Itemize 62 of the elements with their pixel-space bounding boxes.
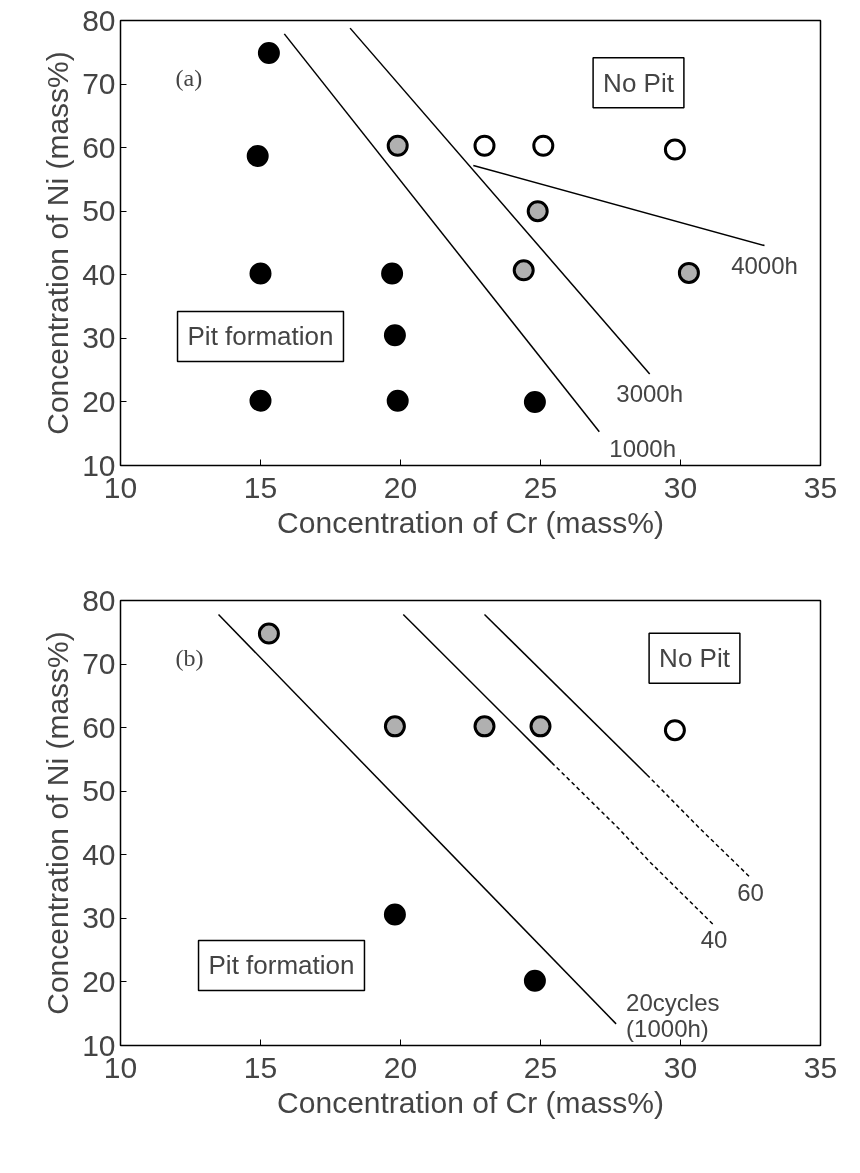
point	[246, 144, 269, 167]
point	[529, 715, 552, 738]
x-tick-label: 15	[243, 470, 278, 504]
x-tick-label: 25	[523, 470, 558, 504]
y-tick-label: 40	[82, 257, 116, 291]
y-tick-label: 80	[82, 583, 116, 617]
point	[532, 134, 555, 157]
y-tick-label: 60	[82, 710, 116, 744]
x-tick-label: 30	[663, 1050, 698, 1084]
y-axis-title: Concentration of Ni (mass%)	[41, 631, 75, 1015]
point	[386, 134, 409, 157]
point	[257, 622, 280, 645]
x-tick-label: 30	[663, 470, 698, 504]
annotation: No Pit	[659, 643, 731, 674]
x-axis-title: Concentration of Cr (mass%)	[277, 1085, 664, 1119]
x-tick-label: 35	[803, 1050, 838, 1084]
x-tick-label: 35	[803, 470, 838, 504]
point	[381, 262, 404, 285]
y-tick-label: 20	[82, 384, 116, 418]
point	[383, 324, 406, 347]
y-tick-label: 60	[82, 130, 116, 164]
x-tick-label: 25	[523, 1050, 558, 1084]
point	[386, 389, 409, 412]
annotation: Pit formation	[187, 321, 334, 352]
point	[523, 390, 546, 413]
y-tick-label: 70	[82, 647, 116, 681]
text: (a)	[175, 64, 203, 91]
point	[473, 134, 496, 157]
series-label: 40	[700, 926, 728, 954]
y-tick-label: 40	[82, 837, 116, 871]
y-tick-label: 30	[82, 321, 116, 355]
y-tick-label: 50	[82, 774, 116, 808]
y-tick-label: 50	[82, 194, 116, 228]
series-label: 60	[737, 878, 764, 906]
x-axis-title: Concentration of Cr (mass%)	[277, 505, 664, 539]
point	[512, 259, 535, 282]
legend-label: 1000h	[609, 434, 677, 462]
point	[526, 200, 549, 223]
x-tick-label: 15	[243, 1050, 278, 1084]
point	[663, 138, 686, 161]
y-tick-label: 80	[82, 3, 116, 37]
x-tick-label: 20	[383, 1050, 418, 1084]
point	[383, 903, 406, 926]
annotation: No Pit	[603, 67, 675, 98]
x-tick-label: 20	[383, 470, 418, 504]
y-tick-label: 70	[82, 67, 116, 101]
y-tick-label: 30	[82, 901, 116, 935]
point	[523, 969, 546, 992]
point	[249, 389, 272, 412]
point	[383, 715, 406, 738]
point	[677, 261, 700, 284]
series-label: 20cycles (1000h)	[626, 988, 720, 1042]
series-label: 3000h	[616, 379, 684, 407]
point	[473, 715, 496, 738]
annotation: Pit formation	[208, 950, 355, 981]
point	[663, 719, 686, 742]
y-axis-title: Concentration of Ni (mass%)	[41, 51, 75, 435]
series-label: 4000h	[731, 251, 798, 279]
y-tick-label: 20	[82, 964, 116, 998]
point	[249, 262, 272, 285]
text: (b)	[175, 644, 204, 671]
point	[257, 41, 280, 64]
